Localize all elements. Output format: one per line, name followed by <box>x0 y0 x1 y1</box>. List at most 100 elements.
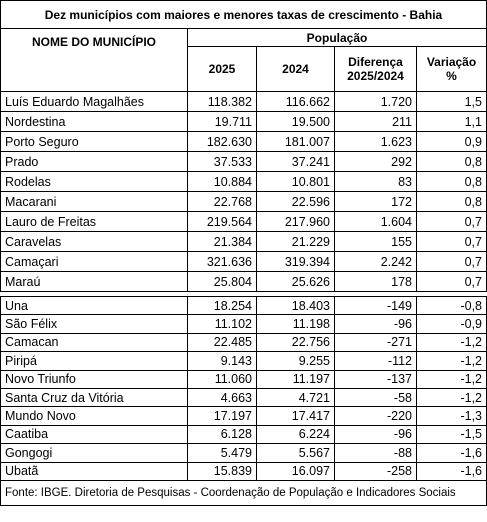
number-cell: 292 <box>334 151 417 172</box>
municipality-cell: Caatiba <box>0 424 188 445</box>
number-cell: -1,2 <box>416 332 487 353</box>
municipality-cell: Ubatã <box>0 461 188 481</box>
table-row: Camacan 22.485 22.756 -271 -1,2 <box>0 332 487 353</box>
table-row: Prado 37.533 37.241 292 0,8 <box>0 151 487 172</box>
table-title: Dez municípios com maiores e menores tax… <box>0 0 487 29</box>
table-row: Macarani 22.768 22.596 172 0,8 <box>0 191 487 212</box>
municipality-cell: Camaçari <box>0 251 188 272</box>
number-cell: 155 <box>334 231 417 252</box>
number-cell: 9.143 <box>187 351 257 371</box>
number-cell: -1,2 <box>416 351 487 371</box>
number-cell: 21.229 <box>256 231 335 252</box>
number-cell: 4.663 <box>187 387 257 408</box>
number-cell: 10.884 <box>187 171 257 192</box>
number-cell: 118.382 <box>187 91 257 112</box>
table-row: Nordestina 19.711 19.500 211 1,1 <box>0 111 487 132</box>
number-cell: 0,8 <box>416 151 487 172</box>
number-cell: 22.768 <box>187 191 257 212</box>
number-cell: -220 <box>334 406 417 426</box>
municipality-cell: Camacan <box>0 332 188 353</box>
number-cell: 16.097 <box>256 461 335 481</box>
number-cell: 217.960 <box>256 211 335 232</box>
table-row: Maraú 25.804 25.626 178 0,7 <box>0 271 487 292</box>
number-cell: 5.567 <box>256 443 335 463</box>
number-cell: 4.721 <box>256 387 335 408</box>
table-row: Caravelas 21.384 21.229 155 0,7 <box>0 231 487 252</box>
municipality-cell: Prado <box>0 151 188 172</box>
number-cell: 10.801 <box>256 171 335 192</box>
number-cell: 181.007 <box>256 131 335 152</box>
year-header: 2024 <box>256 46 335 92</box>
number-cell: 37.241 <box>256 151 335 172</box>
municipality-cell: São Félix <box>0 314 188 334</box>
name-header: NOME DO MUNICÍPIO <box>0 28 188 92</box>
number-cell: 18.403 <box>256 295 335 316</box>
table-row: Ubatã 15.839 16.097 -258 -1,6 <box>0 461 487 481</box>
number-cell: -0,9 <box>416 314 487 334</box>
number-cell: -0,8 <box>416 295 487 316</box>
number-cell: 18.254 <box>187 295 257 316</box>
table-row: Piripá 9.143 9.255 -112 -1,2 <box>0 351 487 371</box>
number-cell: 2.242 <box>334 251 417 272</box>
number-cell: 0,7 <box>416 211 487 232</box>
year-header: 2025 <box>187 46 257 92</box>
number-cell: 15.839 <box>187 461 257 481</box>
municipality-cell: Lauro de Freitas <box>0 211 188 232</box>
number-cell: 178 <box>334 271 417 292</box>
table-row: Santa Cruz da Vitória 4.663 4.721 -58 -1,2 <box>0 387 487 408</box>
number-cell: 17.417 <box>256 406 335 426</box>
number-cell: 0,9 <box>416 131 487 152</box>
number-cell: -1,2 <box>416 387 487 408</box>
table-row: Lauro de Freitas 219.564 217.960 1.604 0,7 <box>0 211 487 232</box>
table-row: Porto Seguro 182.630 181.007 1.623 0,9 <box>0 131 487 152</box>
number-cell: 22.485 <box>187 332 257 353</box>
number-cell: -1,2 <box>416 369 487 389</box>
number-cell: -258 <box>334 461 417 481</box>
table-row: Caatiba 6.128 6.224 -96 -1,5 <box>0 424 487 445</box>
number-cell: 11.102 <box>187 314 257 334</box>
number-cell: 319.394 <box>256 251 335 272</box>
source-note: Fonte: IBGE. Diretoria de Pesquisas - Co… <box>0 479 487 506</box>
municipality-cell: Santa Cruz da Vitória <box>0 387 188 408</box>
number-cell: 0,8 <box>416 171 487 192</box>
number-cell: 0,7 <box>416 251 487 272</box>
number-cell: 21.384 <box>187 231 257 252</box>
number-cell: 22.596 <box>256 191 335 212</box>
number-cell: 11.060 <box>187 369 257 389</box>
municipality-cell: Luís Eduardo Magalhães <box>0 91 188 112</box>
number-cell: 211 <box>334 111 417 132</box>
number-cell: 1,1 <box>416 111 487 132</box>
number-cell: -1,5 <box>416 424 487 445</box>
number-cell: 11.198 <box>256 314 335 334</box>
table-row: São Félix 11.102 11.198 -96 -0,9 <box>0 314 487 334</box>
number-cell: -96 <box>334 424 417 445</box>
number-cell: 1.720 <box>334 91 417 112</box>
number-cell: -1,6 <box>416 461 487 481</box>
number-cell: 0,7 <box>416 271 487 292</box>
table-row: Mundo Novo 17.197 17.417 -220 -1,3 <box>0 406 487 426</box>
number-cell: 25.626 <box>256 271 335 292</box>
number-cell: -271 <box>334 332 417 353</box>
number-cell: 1.623 <box>334 131 417 152</box>
table-row: Rodelas 10.884 10.801 83 0,8 <box>0 171 487 192</box>
number-cell: -58 <box>334 387 417 408</box>
number-cell: 17.197 <box>187 406 257 426</box>
variation-header: Variação % <box>416 46 487 92</box>
number-cell: -112 <box>334 351 417 371</box>
number-cell: 219.564 <box>187 211 257 232</box>
number-cell: -96 <box>334 314 417 334</box>
number-cell: 1.604 <box>334 211 417 232</box>
growth-table: Dez municípios com maiores e menores tax… <box>0 0 487 506</box>
municipality-cell: Rodelas <box>0 171 188 192</box>
number-cell: 22.756 <box>256 332 335 353</box>
number-cell: 5.479 <box>187 443 257 463</box>
number-cell: -88 <box>334 443 417 463</box>
number-cell: 116.662 <box>256 91 335 112</box>
table-row: Luís Eduardo Magalhães 118.382 116.662 1.72… <box>0 91 487 112</box>
number-cell: 19.711 <box>187 111 257 132</box>
municipality-cell: Novo Triunfo <box>0 369 188 389</box>
difference-header: Diferença 2025/2024 <box>334 46 417 92</box>
municipality-cell: Mundo Novo <box>0 406 188 426</box>
number-cell: 321.636 <box>187 251 257 272</box>
number-cell: 83 <box>334 171 417 192</box>
